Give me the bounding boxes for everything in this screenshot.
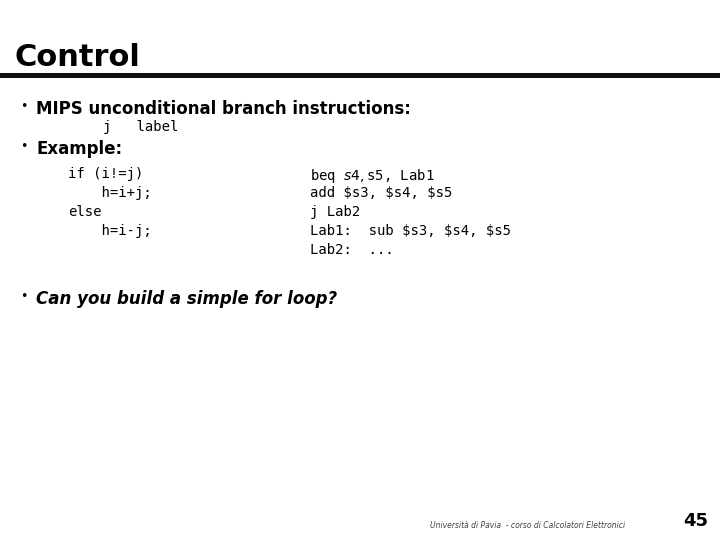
Bar bbox=[0, 73, 720, 78]
Text: Control: Control bbox=[14, 43, 140, 72]
Text: h=i-j;: h=i-j; bbox=[68, 224, 152, 238]
Text: •: • bbox=[20, 290, 27, 303]
Text: Lab1:  sub $s3, $s4, $s5: Lab1: sub $s3, $s4, $s5 bbox=[310, 224, 511, 238]
Text: •: • bbox=[20, 100, 27, 113]
Text: Example:: Example: bbox=[36, 140, 122, 158]
Text: if (i!=j): if (i!=j) bbox=[68, 167, 143, 181]
Text: j Lab2: j Lab2 bbox=[310, 205, 360, 219]
Text: add $s3, $s4, $s5: add $s3, $s4, $s5 bbox=[310, 186, 452, 200]
Text: •: • bbox=[20, 140, 27, 153]
Text: j   label: j label bbox=[36, 120, 179, 134]
Text: MIPS unconditional branch instructions:: MIPS unconditional branch instructions: bbox=[36, 100, 411, 118]
Text: Lab2:  ...: Lab2: ... bbox=[310, 243, 394, 257]
Text: h=i+j;: h=i+j; bbox=[68, 186, 152, 200]
Text: 45: 45 bbox=[683, 512, 708, 530]
Text: beq $s4, $s5, Lab1: beq $s4, $s5, Lab1 bbox=[310, 167, 435, 185]
Text: else: else bbox=[68, 205, 102, 219]
Text: Can you build a simple for loop?: Can you build a simple for loop? bbox=[36, 290, 337, 308]
Text: Università di Pavia  - corso di Calcolatori Elettronici: Università di Pavia - corso di Calcolato… bbox=[430, 521, 625, 530]
